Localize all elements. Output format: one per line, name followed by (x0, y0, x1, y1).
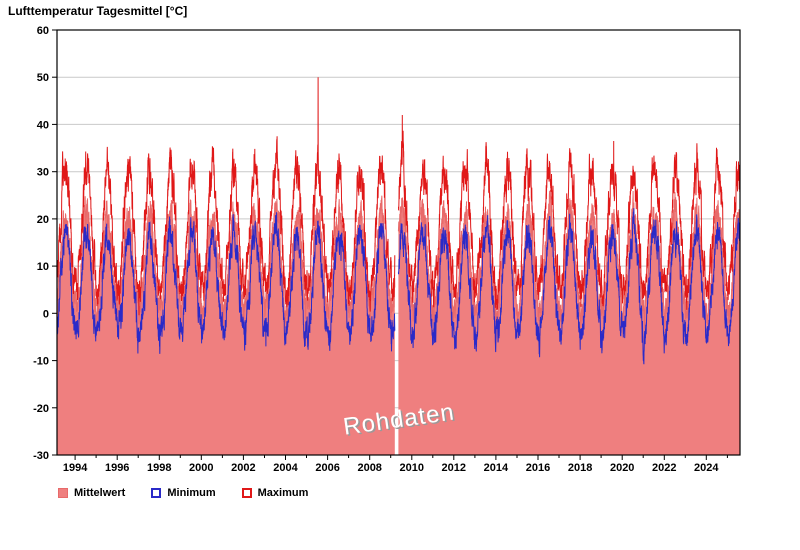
y-tick-label: 0 (43, 308, 49, 320)
plot-frame (56, 29, 741, 456)
y-tick-label: -30 (33, 450, 49, 462)
minimum-line (56, 212, 396, 354)
legend-label-mittelwert: Mittelwert (74, 487, 126, 499)
x-tick-label: 2002 (231, 462, 255, 474)
y-tick-label: -20 (33, 403, 49, 415)
chart-title: Lufttemperatur Tagesmittel [°C] (8, 4, 188, 18)
minimum-swatch (151, 488, 162, 498)
x-tick-label: 2008 (357, 462, 381, 474)
x-tick-label: 2016 (526, 462, 550, 474)
y-tick-label: 20 (37, 214, 49, 226)
x-tick-label: 2004 (273, 462, 298, 474)
mean-line (397, 189, 741, 333)
y-tick-label: 10 (37, 261, 49, 273)
y-tick-label: 60 (37, 25, 49, 37)
x-tick-label: 2024 (694, 462, 719, 474)
legend: Mittelwert Minimum Maximum (58, 487, 308, 499)
y-tick-label: -10 (33, 356, 49, 368)
legend-item-maximum: Maximum (241, 487, 309, 499)
maximum-line (56, 77, 396, 316)
legend-label-maximum: Maximum (257, 487, 309, 499)
x-tick-label: 1994 (63, 462, 88, 474)
x-tick-label: 1998 (147, 462, 171, 474)
legend-item-minimum: Minimum (151, 487, 216, 499)
x-tick-label: 2020 (610, 462, 634, 474)
mean-swatch (58, 488, 68, 498)
legend-item-mittelwert: Mittelwert (58, 487, 125, 499)
x-tick-label: 2022 (652, 462, 676, 474)
legend-label-minimum: Minimum (167, 487, 216, 499)
y-tick-label: 30 (37, 167, 49, 179)
x-tick-label: 2000 (189, 462, 213, 474)
mean-line (56, 195, 396, 328)
minimum-line (397, 208, 741, 365)
x-tick-label: 2010 (400, 462, 424, 474)
x-tick-label: 2018 (568, 462, 592, 474)
y-tick-label: 40 (37, 119, 49, 131)
mean-area (398, 190, 740, 455)
x-tick-label: 2006 (315, 462, 339, 474)
x-tick-label: 2014 (484, 462, 509, 474)
x-tick-label: 1996 (105, 462, 129, 474)
y-tick-label: 50 (37, 72, 49, 84)
x-tick-label: 2012 (442, 462, 466, 474)
maximum-swatch (241, 488, 252, 498)
maximum-line (397, 114, 741, 310)
